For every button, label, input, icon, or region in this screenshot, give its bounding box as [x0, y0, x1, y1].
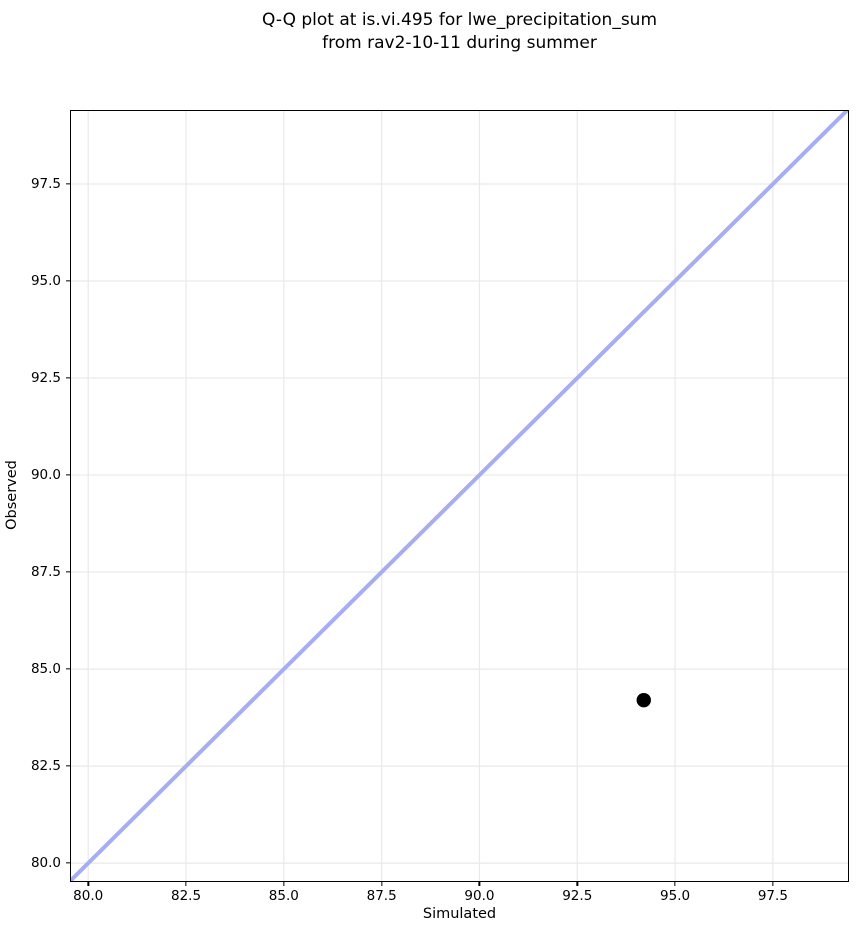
y-tick-label: 82.5 [30, 758, 61, 775]
chart-title-line2: from rav2-10-11 during summer [322, 33, 597, 53]
x-tick-label: 92.5 [562, 888, 593, 904]
x-tick-mark [772, 881, 774, 886]
x-tick-mark [380, 881, 383, 886]
x-tick-label: 80.0 [73, 888, 104, 904]
x-tick-label: 82.5 [170, 888, 202, 904]
y-tick-mark [66, 765, 70, 767]
y-tick-label: 92.5 [30, 370, 61, 387]
data-point [636, 692, 651, 708]
y-tick-mark [66, 377, 70, 379]
x-tick-label: 95.0 [660, 888, 691, 904]
x-tick-label: 90.0 [464, 888, 495, 904]
y-tick-label: 87.5 [30, 564, 61, 581]
x-tick-mark [87, 881, 89, 886]
y-tick-mark [66, 571, 70, 573]
y-tick-mark [66, 280, 70, 282]
chart-title-line1: Q-Q plot at is.vi.495 for lwe_precipitat… [261, 10, 658, 30]
x-tick-mark [185, 881, 187, 886]
plot-canvas [71, 111, 848, 881]
y-tick-mark [66, 862, 70, 864]
x-tick-label: 97.5 [757, 888, 788, 904]
plot-area [70, 110, 849, 882]
y-tick-label: 90.0 [30, 467, 61, 484]
identity-reference-line [71, 111, 848, 881]
x-tick-mark [478, 881, 481, 886]
x-tick-mark [576, 881, 578, 886]
x-tick-mark [674, 881, 676, 886]
y-tick-label: 80.0 [30, 855, 61, 872]
y-tick-label: 97.5 [30, 175, 61, 192]
x-tick-mark [283, 881, 285, 886]
x-tick-label: 85.0 [268, 888, 299, 904]
y-tick-label: 85.0 [30, 661, 61, 678]
x-tick-label: 87.5 [366, 888, 397, 904]
y-tick-label: 95.0 [30, 272, 61, 289]
y-tick-mark [66, 668, 70, 670]
y-tick-mark [66, 183, 70, 185]
y-tick-mark [66, 474, 70, 476]
chart-title: Q-Q plot at is.vi.495 for lwe_precipitat… [71, 9, 848, 55]
x-axis-label: Simulated [422, 906, 497, 922]
